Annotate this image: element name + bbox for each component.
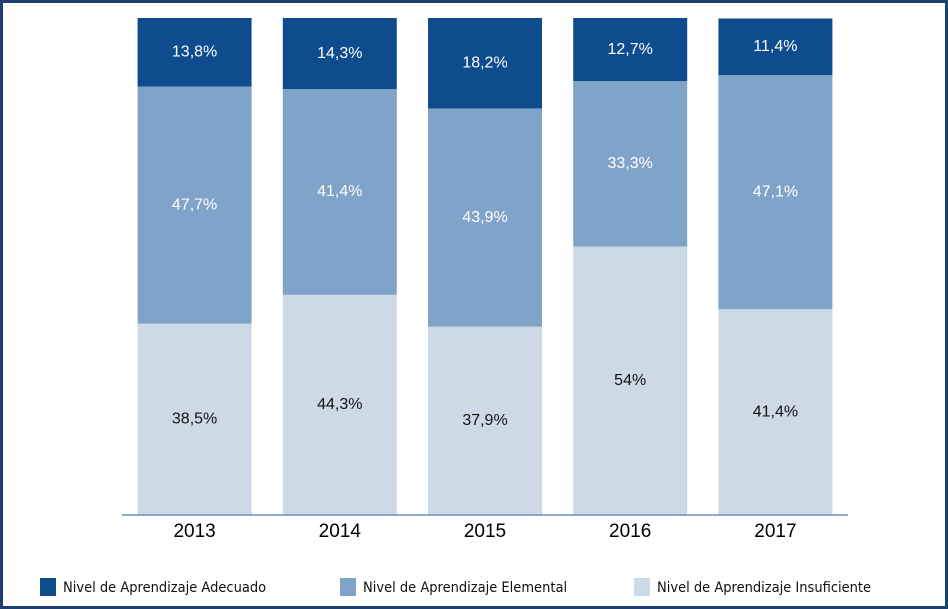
data-label: 44,3%	[317, 396, 362, 413]
data-label: 11,4%	[753, 38, 797, 55]
bar-segment	[573, 81, 688, 247]
legend-swatch	[40, 578, 56, 596]
data-label: 38,5%	[172, 411, 217, 428]
bar-segment	[137, 86, 252, 324]
data-label: 12,7%	[608, 41, 653, 58]
bar-segment	[718, 75, 833, 310]
data-label: 47,1%	[753, 183, 798, 200]
x-tick-label: 2017	[754, 521, 796, 542]
data-label: 54%	[614, 372, 646, 389]
x-tick-label: 2014	[319, 521, 362, 542]
bar-segment	[282, 89, 397, 295]
data-label: 47,7%	[172, 196, 217, 213]
bar-segment	[282, 18, 397, 90]
bar-segment	[428, 18, 542, 109]
bar-segment	[718, 309, 833, 515]
bar-segment	[137, 323, 252, 515]
data-label: 14,3%	[317, 45, 362, 62]
data-label: 43,9%	[462, 209, 507, 226]
bar-segment	[573, 246, 688, 515]
x-tick-label: 2013	[173, 521, 215, 542]
bar-segment	[428, 108, 542, 327]
data-label: 33,3%	[608, 155, 653, 172]
bar-segment	[137, 18, 252, 87]
x-tick-label: 2015	[464, 521, 506, 542]
x-tick-label: 2016	[609, 521, 651, 542]
legend-label: Nivel de Aprendizaje Adecuado	[63, 580, 266, 596]
legend-swatch	[340, 578, 356, 596]
bar-segment	[718, 18, 833, 76]
bar-segment	[428, 326, 542, 515]
data-label: 41,4%	[753, 403, 798, 420]
legend-swatch	[634, 578, 650, 596]
legend-label: Nivel de Aprendizaje Elemental	[363, 580, 567, 596]
data-label: 37,9%	[462, 412, 507, 429]
bar-segment	[282, 294, 397, 515]
bar-segment	[573, 18, 688, 82]
data-label: 13,8%	[172, 44, 217, 61]
legend-label: Nivel de Aprendizaje Insuficiente	[657, 580, 871, 596]
data-label: 18,2%	[462, 54, 507, 71]
data-label: 41,4%	[317, 183, 362, 200]
